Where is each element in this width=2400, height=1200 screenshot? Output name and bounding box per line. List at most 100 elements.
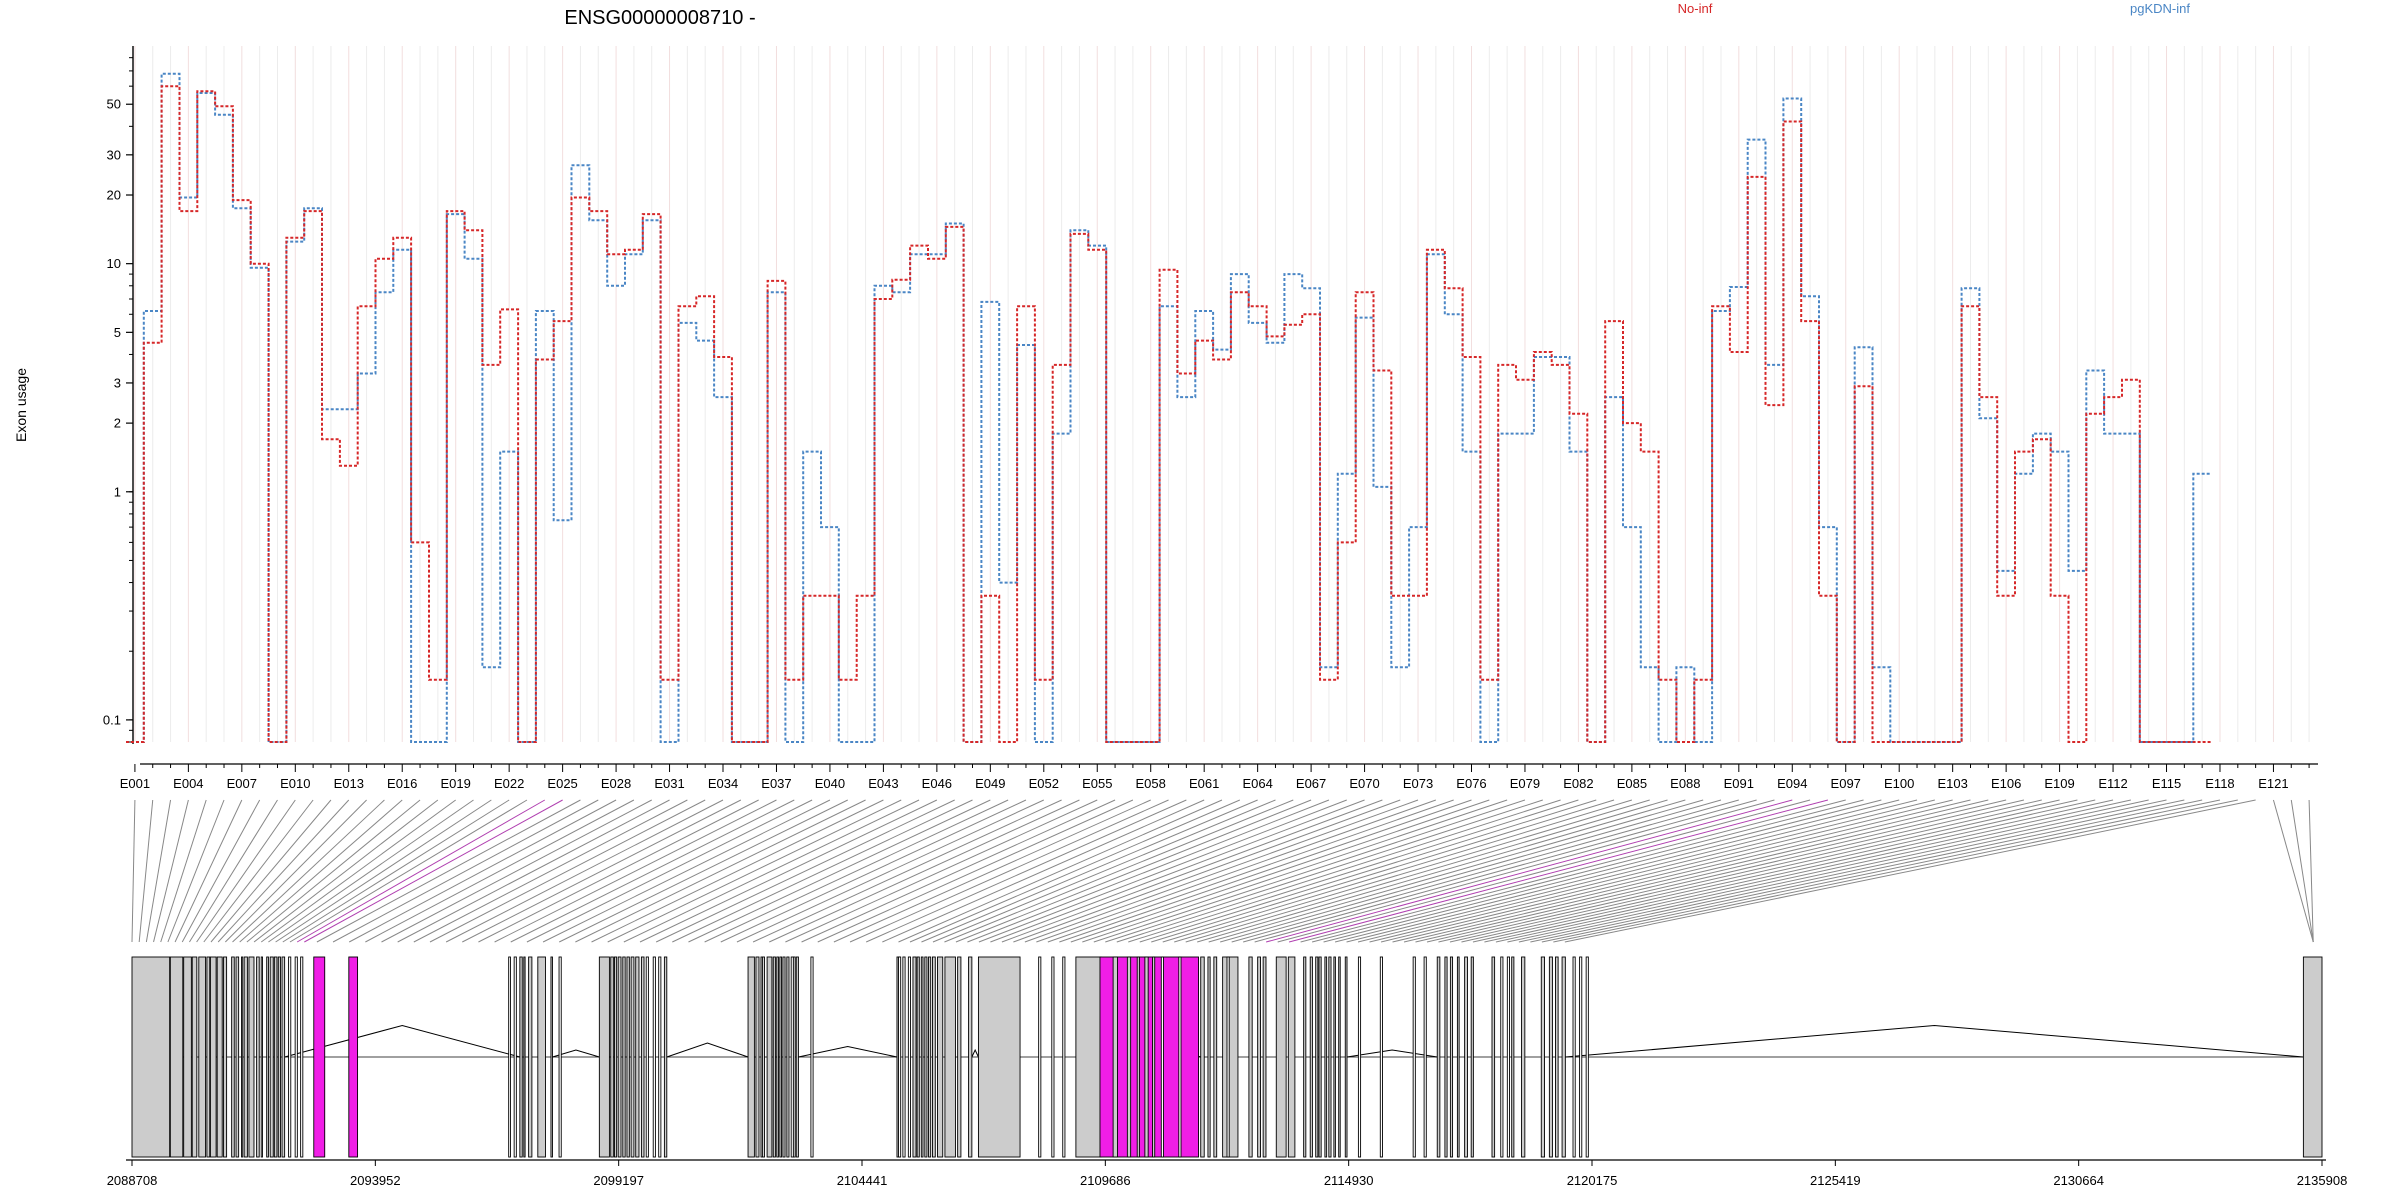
y-tick-label: 10 <box>107 256 121 271</box>
exon-box <box>216 956 223 1158</box>
exon-connector <box>898 799 1223 943</box>
exon-connector <box>365 799 635 943</box>
exon-box <box>1315 956 1319 1158</box>
exon-connector <box>174 799 243 943</box>
exon-label: E088 <box>1670 776 1700 791</box>
exon-connector <box>1208 799 1704 943</box>
exon-connector <box>1047 799 1454 943</box>
exon-box <box>277 956 281 1158</box>
exon-connector <box>1082 799 1508 943</box>
exon-connector <box>1495 799 2149 943</box>
exon-box <box>1449 956 1454 1158</box>
exon-connector <box>153 799 189 943</box>
exon-box <box>1506 956 1510 1158</box>
exon-connector <box>672 799 973 943</box>
exon-box <box>235 956 240 1158</box>
exon-box <box>558 956 562 1158</box>
exon-box <box>537 956 546 1158</box>
exon-connector <box>1323 799 1882 943</box>
exon-connector <box>462 799 742 943</box>
intron-chevron <box>798 1045 898 1058</box>
legend-entry-no-inf: No-inf <box>1678 1 1713 16</box>
exon-box <box>1456 956 1460 1158</box>
exon-connector <box>239 799 403 943</box>
exon-label: E043 <box>868 776 898 791</box>
exon-connector <box>2272 799 2314 943</box>
exon-connector <box>160 799 207 943</box>
exon-connector <box>1311 799 1864 943</box>
exon-box <box>1344 956 1348 1158</box>
exon-box <box>912 956 917 1158</box>
exon-connector <box>494 799 777 943</box>
genomic-tick-label: 2125419 <box>1810 1173 1861 1188</box>
exon-connector <box>381 799 652 943</box>
exon-label: E031 <box>654 776 684 791</box>
exon-connector <box>978 799 1347 943</box>
exon-box <box>795 956 799 1158</box>
exon-box <box>968 956 973 1158</box>
exon-label: E016 <box>387 776 417 791</box>
exon-connector <box>769 799 1080 943</box>
y-tick-label: 50 <box>107 97 121 112</box>
exon-box <box>1038 956 1042 1158</box>
exon-box <box>1436 956 1441 1158</box>
y-tick-label: 30 <box>107 147 121 162</box>
exon-connector <box>445 799 724 943</box>
exon-box <box>977 956 1021 1158</box>
exon-connector <box>232 799 385 943</box>
exon-box <box>288 956 292 1158</box>
exon-connector <box>1438 799 2060 943</box>
genomic-tick-label: 2114930 <box>1324 1173 1374 1188</box>
exon-connector-lines <box>131 799 2314 943</box>
exon-box <box>1257 956 1261 1158</box>
exon-box <box>260 956 263 1158</box>
exon-connector <box>275 799 492 943</box>
exon-box <box>1328 956 1332 1158</box>
exon-label: E004 <box>173 776 203 791</box>
exon-connector <box>1346 799 1918 943</box>
exon-box <box>1338 956 1341 1158</box>
intron-chevron <box>971 1048 979 1058</box>
exon-connector <box>1059 799 1472 943</box>
exon-connector <box>224 799 367 943</box>
exon-box <box>313 956 326 1158</box>
exon-connector <box>990 799 1365 943</box>
exon-box <box>1412 956 1416 1158</box>
exon-box <box>916 956 920 1158</box>
exon-connector <box>623 799 920 943</box>
exon-box <box>1318 956 1322 1158</box>
exon-label: E001 <box>120 776 150 791</box>
exon-box <box>1540 956 1546 1158</box>
exon-box <box>550 956 553 1158</box>
exon-box <box>1379 956 1383 1158</box>
exon-box <box>183 956 192 1158</box>
exon-connector <box>189 799 278 943</box>
exon-label: E112 <box>2098 776 2127 791</box>
exon-box <box>1585 956 1589 1158</box>
exon-box <box>645 956 649 1158</box>
exon-connector <box>478 799 759 943</box>
exon-connector <box>967 799 1330 943</box>
exon-connector <box>1174 799 1650 943</box>
exon-box <box>786 956 790 1158</box>
exon-connector <box>704 799 1009 943</box>
genomic-tick-label: 2135908 <box>2297 1173 2348 1188</box>
exon-box <box>766 956 773 1158</box>
exon-box <box>772 956 776 1158</box>
exon-connector <box>1530 799 2203 943</box>
exon-connector <box>1266 799 1793 943</box>
series-line-no-inf <box>126 85 2212 743</box>
exon-box <box>928 956 932 1158</box>
exon-box <box>762 956 765 1158</box>
exon-box <box>626 956 630 1158</box>
exon-box <box>273 956 278 1158</box>
exon-connector <box>865 799 1187 943</box>
exon-box <box>300 956 304 1158</box>
exon-box <box>248 956 255 1158</box>
exon-box <box>1303 956 1307 1158</box>
exon-box <box>294 956 298 1158</box>
exon-box <box>617 956 622 1158</box>
exon-label: E052 <box>1029 776 1059 791</box>
exon-label: E067 <box>1296 776 1326 791</box>
exon-connector <box>1128 799 1579 943</box>
